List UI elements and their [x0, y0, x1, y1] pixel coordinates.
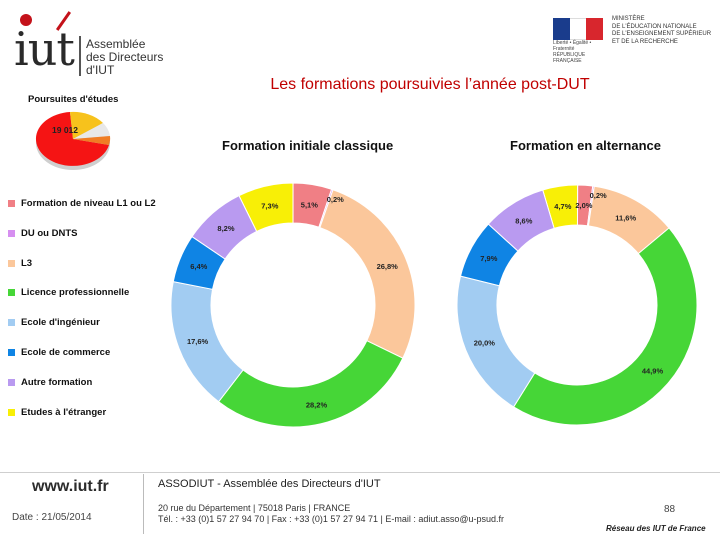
donut-data-label: 8,2%: [217, 224, 234, 233]
page-title: Les formations poursuivies l’année post-…: [270, 76, 590, 93]
legend-item: DU ou DNTS: [8, 226, 168, 241]
footer-organization: ASSODIUT - Assemblée des Directeurs d'IU…: [158, 478, 381, 490]
logo-divider: [79, 36, 81, 76]
footer-website-link[interactable]: www.iut.fr: [32, 478, 109, 495]
chart-title-initiale: Formation initiale classique: [222, 138, 394, 153]
donut-data-label: 8,6%: [515, 216, 532, 225]
donut-data-label: 5,1%: [301, 200, 318, 209]
legend-item: Ecole de commerce: [8, 345, 168, 360]
donut-data-label: 0,2%: [327, 195, 344, 204]
legend-label: Ecole de commerce: [21, 346, 111, 358]
donut-slice: [319, 189, 416, 359]
legend-label: L3: [21, 257, 33, 269]
legend-swatch: [8, 348, 15, 356]
page-number: 88: [664, 504, 676, 515]
legend-item: Formation de niveau L1 ou L2: [8, 196, 168, 211]
footer-divider: [143, 474, 144, 534]
donut-data-label: 17,6%: [187, 337, 209, 346]
chart-title-alternance: Formation en alternance: [510, 138, 661, 153]
iut-logo-dot: [20, 14, 32, 26]
donut-chart-alternance: 4,7% 2,0%0,2% 11,6% 44,9% 20,0% 7,9% 8,6%: [456, 184, 698, 426]
mini-pie-slice-light: [73, 123, 110, 139]
donut-data-label: 7,9%: [480, 254, 497, 263]
chart-legend: Formation de niveau L1 ou L2 DU ou DNTS …: [8, 196, 168, 434]
donut-slice: [191, 194, 258, 260]
legend-swatch: [8, 319, 15, 327]
logo-assoc-text: Assemblée des Directeurs d'IUT: [86, 37, 164, 77]
ministry-name: MINISTÈRE DE L'ÉDUCATION NATIONALE DE L'…: [612, 16, 712, 45]
footer-network-signature: Réseau des IUT de France: [606, 524, 706, 533]
mini-pie-chart: 19 012: [35, 111, 111, 170]
legend-item: Ecole d'ingénieur: [8, 315, 168, 330]
iut-logo: iut: [14, 22, 75, 76]
legend-label: DU ou DNTS: [21, 227, 78, 239]
legend-item: Licence professionnelle: [8, 285, 168, 300]
legend-swatch: [8, 229, 15, 237]
donut-data-label: 4,7%: [554, 202, 571, 211]
footer-separator: [0, 472, 720, 473]
legend-swatch: [8, 200, 15, 207]
donut-data-label: 2,0%: [575, 201, 592, 210]
donut-data-label: 7,3%: [261, 202, 278, 211]
mini-chart-title: Poursuites d'études: [28, 94, 119, 105]
donut-slice: [487, 189, 555, 252]
legend-label: Licence professionnelle: [21, 287, 130, 299]
donut-slice: [217, 340, 404, 428]
legend-label: Ecole d'ingénieur: [21, 317, 100, 329]
footer-address: 20 rue du Département | 75018 Paris | FR…: [158, 503, 351, 513]
ministry-subtitle: Liberté • Égalité • Fraternité RÉPUBLIQU…: [553, 40, 592, 64]
donut-data-label: 0,2%: [590, 191, 607, 200]
legend-label: Autre formation: [21, 376, 93, 388]
legend-swatch: [8, 408, 15, 416]
mini-pie-slice-yellow: [70, 111, 103, 139]
donut-slice: [512, 227, 698, 426]
mini-pie-slice-main: [35, 112, 109, 166]
donut-slice: [456, 275, 536, 408]
donut-data-label: 26,8%: [377, 262, 399, 271]
legend-swatch: [8, 378, 15, 386]
footer-contact: Tél. : +33 (0)1 57 27 94 70 | Fax : +33 …: [158, 514, 505, 524]
mini-pie-slice-orange: [73, 136, 111, 145]
mini-pie-label: 19 012: [52, 125, 78, 135]
legend-item: L3: [8, 256, 168, 271]
donut-chart-initiale: 7,3% 5,1% 0,2% 26,8% 28,2% 17,6% 6,4% 8,2%: [170, 182, 416, 428]
legend-swatch: [8, 289, 15, 297]
donut-data-label: 28,2%: [306, 400, 328, 409]
donut-data-label: 6,4%: [190, 262, 207, 271]
donut-data-label: 11,6%: [615, 214, 636, 223]
donut-data-label: 20,0%: [474, 339, 496, 348]
legend-item: Autre formation: [8, 375, 168, 390]
footer-date: Date : 21/05/2014: [12, 512, 92, 523]
ministry-flag-icon: [553, 18, 604, 40]
legend-label: Formation de niveau L1 ou L2: [21, 198, 156, 209]
donut-data-label: 44,9%: [642, 367, 664, 376]
legend-item: Etudes à l'étranger: [8, 405, 168, 420]
legend-label: Etudes à l'étranger: [21, 406, 107, 418]
legend-swatch: [8, 259, 15, 267]
